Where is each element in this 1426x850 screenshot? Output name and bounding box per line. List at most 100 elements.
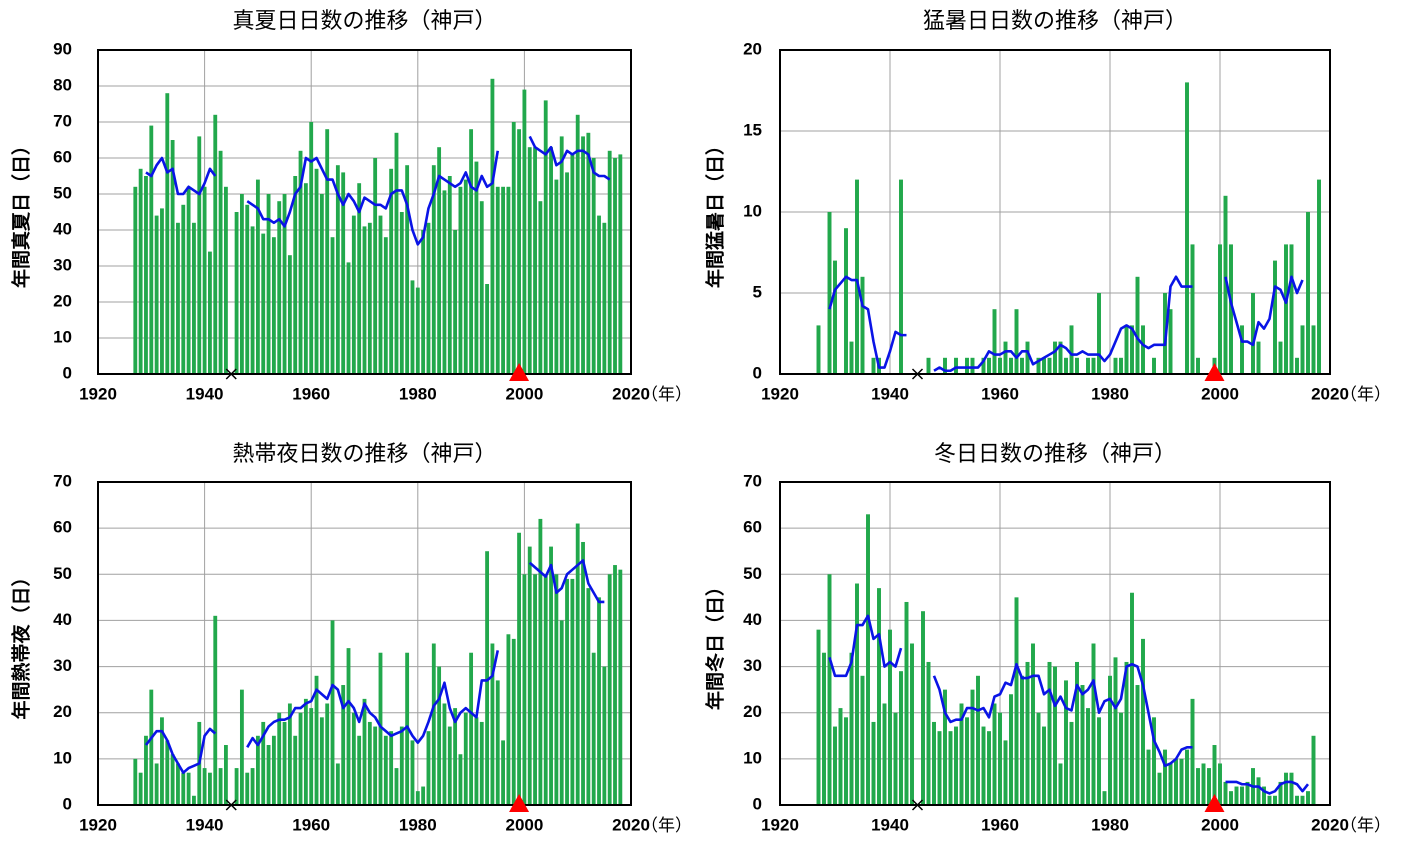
y-tick-label: 10 (743, 201, 762, 220)
bar (998, 357, 1002, 374)
bar (948, 731, 953, 805)
bar (591, 158, 596, 374)
bar (1042, 726, 1046, 805)
bar (501, 740, 505, 805)
bar (261, 721, 266, 805)
bar (1053, 341, 1057, 374)
bar (202, 186, 207, 374)
bar (357, 183, 362, 374)
bar (303, 698, 308, 805)
bar (833, 726, 837, 805)
chart-title: 熱帯夜日数の推移（神戸） (232, 442, 496, 467)
bar (849, 341, 854, 374)
bar (860, 675, 865, 805)
bar (245, 772, 250, 805)
bar (144, 735, 148, 805)
y-tick-label: 10 (743, 748, 762, 767)
bar (447, 726, 452, 805)
y-tick-label: 20 (53, 291, 72, 310)
bar (282, 721, 287, 805)
bar (1273, 795, 1277, 805)
bar (1064, 680, 1068, 805)
bar (1047, 357, 1052, 374)
bar (453, 230, 458, 374)
y-tick-label: 20 (743, 39, 762, 58)
y-tick-label: 30 (743, 656, 762, 675)
bar (1273, 260, 1277, 374)
bar (1267, 795, 1272, 805)
bar (234, 768, 239, 805)
y-axis-label: 年間熱帯夜（日） (10, 567, 33, 719)
bar (224, 186, 228, 374)
bar (943, 689, 947, 805)
bar (421, 230, 426, 374)
bar (1124, 661, 1129, 805)
bar (1086, 357, 1090, 374)
bar (965, 357, 969, 374)
y-tick-label: 0 (63, 363, 72, 382)
bar (325, 703, 330, 805)
bar (538, 201, 543, 374)
bar (202, 768, 207, 805)
bar (987, 357, 991, 374)
bar (522, 574, 527, 805)
bar (250, 226, 255, 374)
bar (1245, 781, 1250, 805)
bar (362, 698, 367, 805)
x-tick-label: 1980 (399, 815, 437, 834)
bar (1130, 325, 1134, 374)
bar (1289, 244, 1294, 374)
bar (506, 186, 511, 374)
bar (899, 671, 903, 805)
bar (586, 588, 591, 805)
x-tick-label: 2020 (1311, 815, 1349, 834)
bar (1278, 781, 1283, 805)
y-tick-label: 70 (743, 471, 762, 490)
bar (458, 754, 463, 805)
bar (581, 541, 585, 805)
bar (871, 357, 876, 374)
bar (181, 204, 186, 374)
bar (1064, 357, 1068, 374)
y-tick-label: 15 (743, 120, 762, 139)
bar (453, 708, 458, 805)
bar (888, 629, 892, 805)
bar (1196, 357, 1200, 374)
bar (1124, 325, 1129, 374)
x-tick-label: 1940 (871, 384, 909, 403)
bar (1284, 772, 1288, 805)
panel: 猛暑日日数の推移（神戸） 年間猛暑日（日） 0 5 10 15 20 1920 1940 1960… (704, 9, 1392, 405)
chart-title: 猛暑日日数の推移（神戸） (923, 9, 1187, 34)
bar (1075, 357, 1079, 374)
bar (1119, 712, 1123, 805)
bar (474, 717, 479, 805)
plot-border (779, 49, 1331, 375)
bar (866, 514, 870, 805)
bar (1069, 325, 1074, 374)
x-tick-label: 2020 (612, 384, 650, 403)
bar (1218, 763, 1222, 805)
bar (1042, 357, 1046, 374)
bar (926, 661, 931, 805)
bar (208, 251, 212, 374)
bar (271, 735, 276, 805)
bar (1091, 357, 1096, 374)
bar (522, 89, 527, 374)
bar (1036, 357, 1041, 374)
bar (133, 758, 138, 805)
y-axis-label: 年間真夏日（日） (10, 136, 33, 288)
bar (245, 204, 250, 374)
bar (877, 588, 881, 805)
x-tick-label: 2000 (1201, 815, 1239, 834)
bar (970, 689, 975, 805)
bar (1058, 763, 1063, 805)
bar (543, 574, 548, 805)
bar (208, 772, 212, 805)
bar (314, 675, 319, 805)
bar (176, 222, 180, 374)
bar (1196, 768, 1200, 805)
marker-x (225, 368, 237, 380)
bar (437, 147, 442, 374)
y-axis-label: 年間冬日（日） (704, 577, 727, 710)
